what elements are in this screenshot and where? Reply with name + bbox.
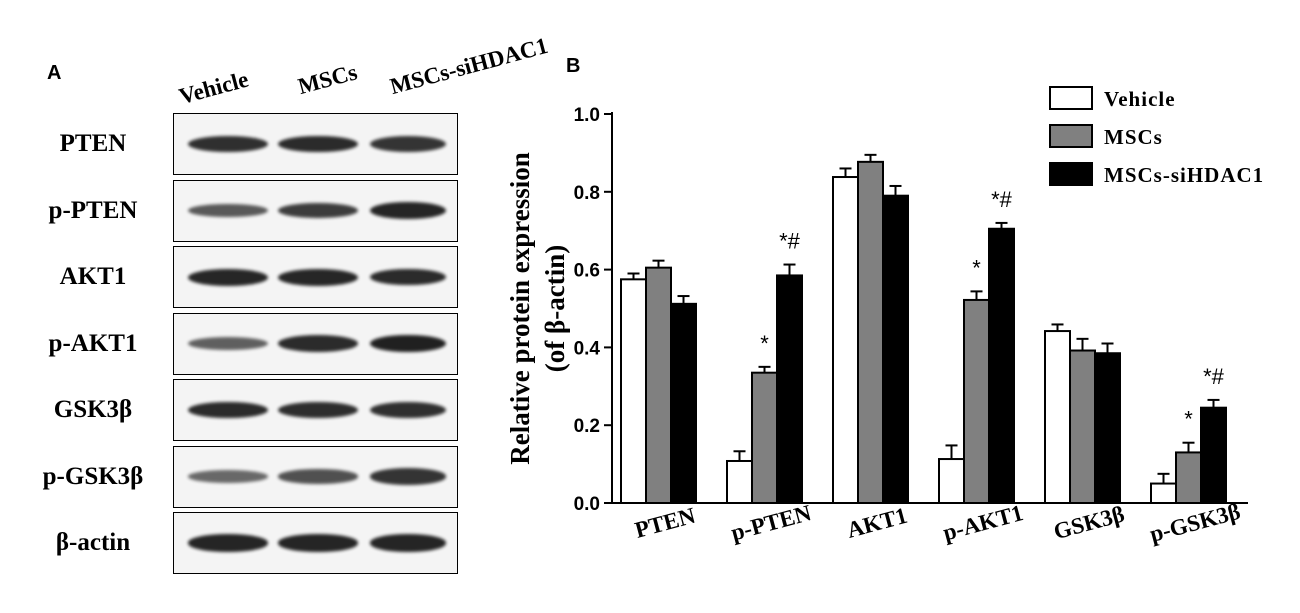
blot-label: GSK3β: [53, 396, 133, 423]
blot-label: p-AKT1: [48, 329, 138, 357]
blot-band: [370, 468, 446, 485]
blot-band: [188, 268, 268, 286]
legend-swatch: [1049, 124, 1093, 148]
blot-band: [188, 135, 268, 153]
y-tick-label: 1.0: [574, 105, 600, 126]
significance-marker: *: [972, 255, 981, 280]
blot-band: [278, 469, 358, 484]
blot-label: AKT1: [59, 263, 127, 290]
y-tick-label: 0.4: [574, 338, 601, 359]
blot-band: [278, 401, 358, 419]
blot-band: [370, 334, 446, 353]
y-axis-label: Relative protein expression: [505, 152, 535, 464]
blot-band: [278, 268, 358, 286]
blot-band: [370, 534, 446, 552]
blot-band: [188, 203, 268, 218]
bar: [751, 371, 778, 504]
x-tick-label: GSK3β: [1051, 501, 1127, 544]
blot-strip: [173, 512, 458, 574]
blot-strip: [173, 113, 458, 175]
y-tick-label: 0.6: [574, 261, 600, 282]
panel-a-letter: A: [47, 62, 62, 84]
x-tick-label: p-PTEN: [728, 500, 814, 545]
bar: [645, 266, 672, 504]
significance-marker: *: [760, 331, 769, 356]
bar: [1044, 330, 1071, 505]
bar: [832, 176, 859, 504]
significance-marker: *: [1184, 407, 1193, 432]
blot-band: [188, 470, 268, 483]
blot-label: p-PTEN: [48, 196, 138, 224]
blot-strip: [173, 312, 458, 375]
blot-band: [188, 401, 268, 419]
blot-label: p-GSK3β: [42, 462, 144, 490]
x-tick-label: PTEN: [632, 503, 698, 543]
legend-label: Vehicle: [1104, 87, 1176, 111]
blot-strip: [173, 179, 458, 242]
legend-label: MSCs-siHDAC1: [1104, 163, 1264, 187]
legend-swatch: [1049, 86, 1093, 110]
blot-band: [370, 201, 446, 220]
bar: [1175, 451, 1202, 504]
x-tick-label: p-GSK3β: [1147, 499, 1243, 547]
bar: [1069, 349, 1096, 504]
blot-strip: [173, 445, 458, 508]
blot-band: [188, 337, 268, 350]
significance-marker: *#: [779, 229, 801, 254]
legend-label: MSCs: [1104, 125, 1163, 149]
panel-b-letter: B: [566, 55, 581, 77]
significance-marker: *#: [1203, 364, 1225, 389]
bar: [938, 458, 965, 504]
x-tick-label: AKT1: [844, 503, 910, 543]
significance-marker: *#: [991, 187, 1013, 212]
y-tick-label: 0.8: [574, 183, 600, 204]
blot-band: [370, 401, 446, 419]
blot-band: [370, 268, 446, 286]
y-axis-label: (of β-actin): [540, 245, 570, 372]
bar: [988, 227, 1015, 504]
bar: [857, 160, 884, 505]
bar: [882, 194, 909, 504]
bar: [776, 274, 803, 504]
y-tick-label: 0.2: [574, 416, 600, 437]
blot-strip: [173, 246, 458, 308]
bar: [1200, 406, 1227, 505]
blot-label: β-actin: [55, 529, 131, 556]
bar: [1150, 482, 1177, 504]
bar: [620, 278, 647, 505]
bar: [670, 302, 697, 504]
blot-strip: [173, 379, 458, 441]
blot-band: [188, 534, 268, 552]
y-tick-label: 0.0: [574, 494, 600, 515]
bar: [963, 298, 990, 504]
bar: [1094, 352, 1121, 504]
blot-label: PTEN: [59, 130, 127, 157]
x-tick-label: p-AKT1: [940, 500, 1025, 545]
blot-band: [278, 135, 358, 153]
blot-band: [278, 534, 358, 552]
bar: [726, 459, 753, 505]
legend-swatch: [1049, 162, 1093, 186]
blot-band: [278, 202, 358, 219]
blot-band: [370, 135, 446, 153]
blot-band: [278, 335, 358, 352]
